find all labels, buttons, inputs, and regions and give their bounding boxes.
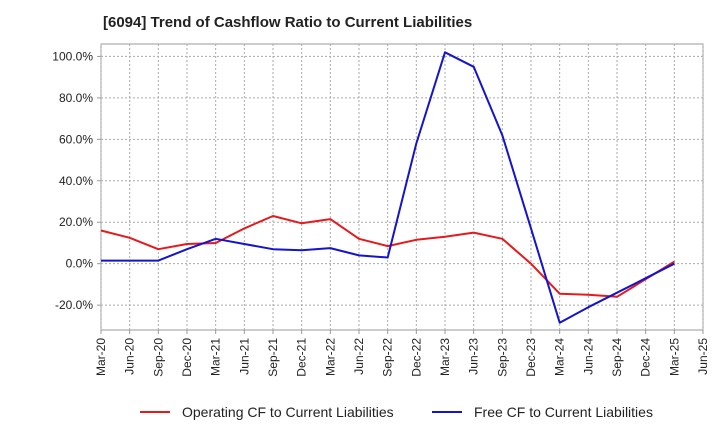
chart-legend: Operating CF to Current Liabilities Free… bbox=[0, 404, 720, 426]
x-tick-label: Mar-23 bbox=[438, 338, 452, 376]
x-tick-label: Mar-24 bbox=[553, 338, 567, 376]
y-tick-label: 20.0% bbox=[59, 215, 93, 229]
y-tick-label: 80.0% bbox=[59, 91, 93, 105]
x-tick-label: Sep-22 bbox=[381, 338, 395, 377]
x-tick-label: Sep-21 bbox=[266, 338, 280, 377]
x-tick-label: Mar-21 bbox=[209, 338, 223, 376]
x-tick-label: Mar-22 bbox=[323, 338, 337, 376]
x-tick-label: Dec-20 bbox=[180, 338, 194, 377]
x-tick-label: Jun-21 bbox=[237, 338, 251, 375]
legend-label-free-cf: Free CF to Current Liabilities bbox=[474, 404, 653, 420]
plot-area bbox=[100, 43, 704, 331]
x-tick-label: Jun-20 bbox=[123, 338, 137, 375]
y-tick-label: 100.0% bbox=[52, 49, 93, 63]
x-tick-label: Jun-22 bbox=[352, 338, 366, 375]
x-tick-label: Jun-23 bbox=[467, 338, 481, 375]
x-tick-label: Dec-22 bbox=[409, 338, 423, 377]
x-tick-label: Sep-24 bbox=[610, 338, 624, 377]
x-tick-label: Dec-24 bbox=[639, 338, 653, 377]
x-tick-label: Mar-25 bbox=[667, 338, 681, 376]
legend-swatch-free-cf bbox=[432, 411, 462, 413]
legend-item-operating-cf: Operating CF to Current Liabilities bbox=[140, 404, 394, 420]
y-tick-label: 60.0% bbox=[59, 132, 93, 146]
legend-label-operating-cf: Operating CF to Current Liabilities bbox=[182, 404, 394, 420]
x-tick-label: Mar-20 bbox=[94, 338, 108, 376]
y-tick-label: 0.0% bbox=[66, 257, 94, 271]
series-line-free-cf bbox=[101, 51, 675, 324]
x-tick-label: Dec-21 bbox=[295, 338, 309, 377]
x-tick-label: Sep-23 bbox=[495, 338, 509, 377]
chart-title: [6094] Trend of Cashflow Ratio to Curren… bbox=[103, 14, 473, 31]
x-tick-label: Jun-24 bbox=[581, 338, 595, 375]
y-tick-label: -20.0% bbox=[55, 298, 93, 312]
legend-swatch-operating-cf bbox=[140, 411, 170, 413]
legend-item-free-cf: Free CF to Current Liabilities bbox=[432, 404, 653, 420]
x-tick-label: Jun-25 bbox=[696, 338, 710, 375]
y-tick-label: 40.0% bbox=[59, 174, 93, 188]
series-line-operating-cf bbox=[100, 215, 675, 298]
x-tick-label: Dec-23 bbox=[524, 338, 538, 377]
x-tick-label: Sep-20 bbox=[151, 338, 165, 377]
